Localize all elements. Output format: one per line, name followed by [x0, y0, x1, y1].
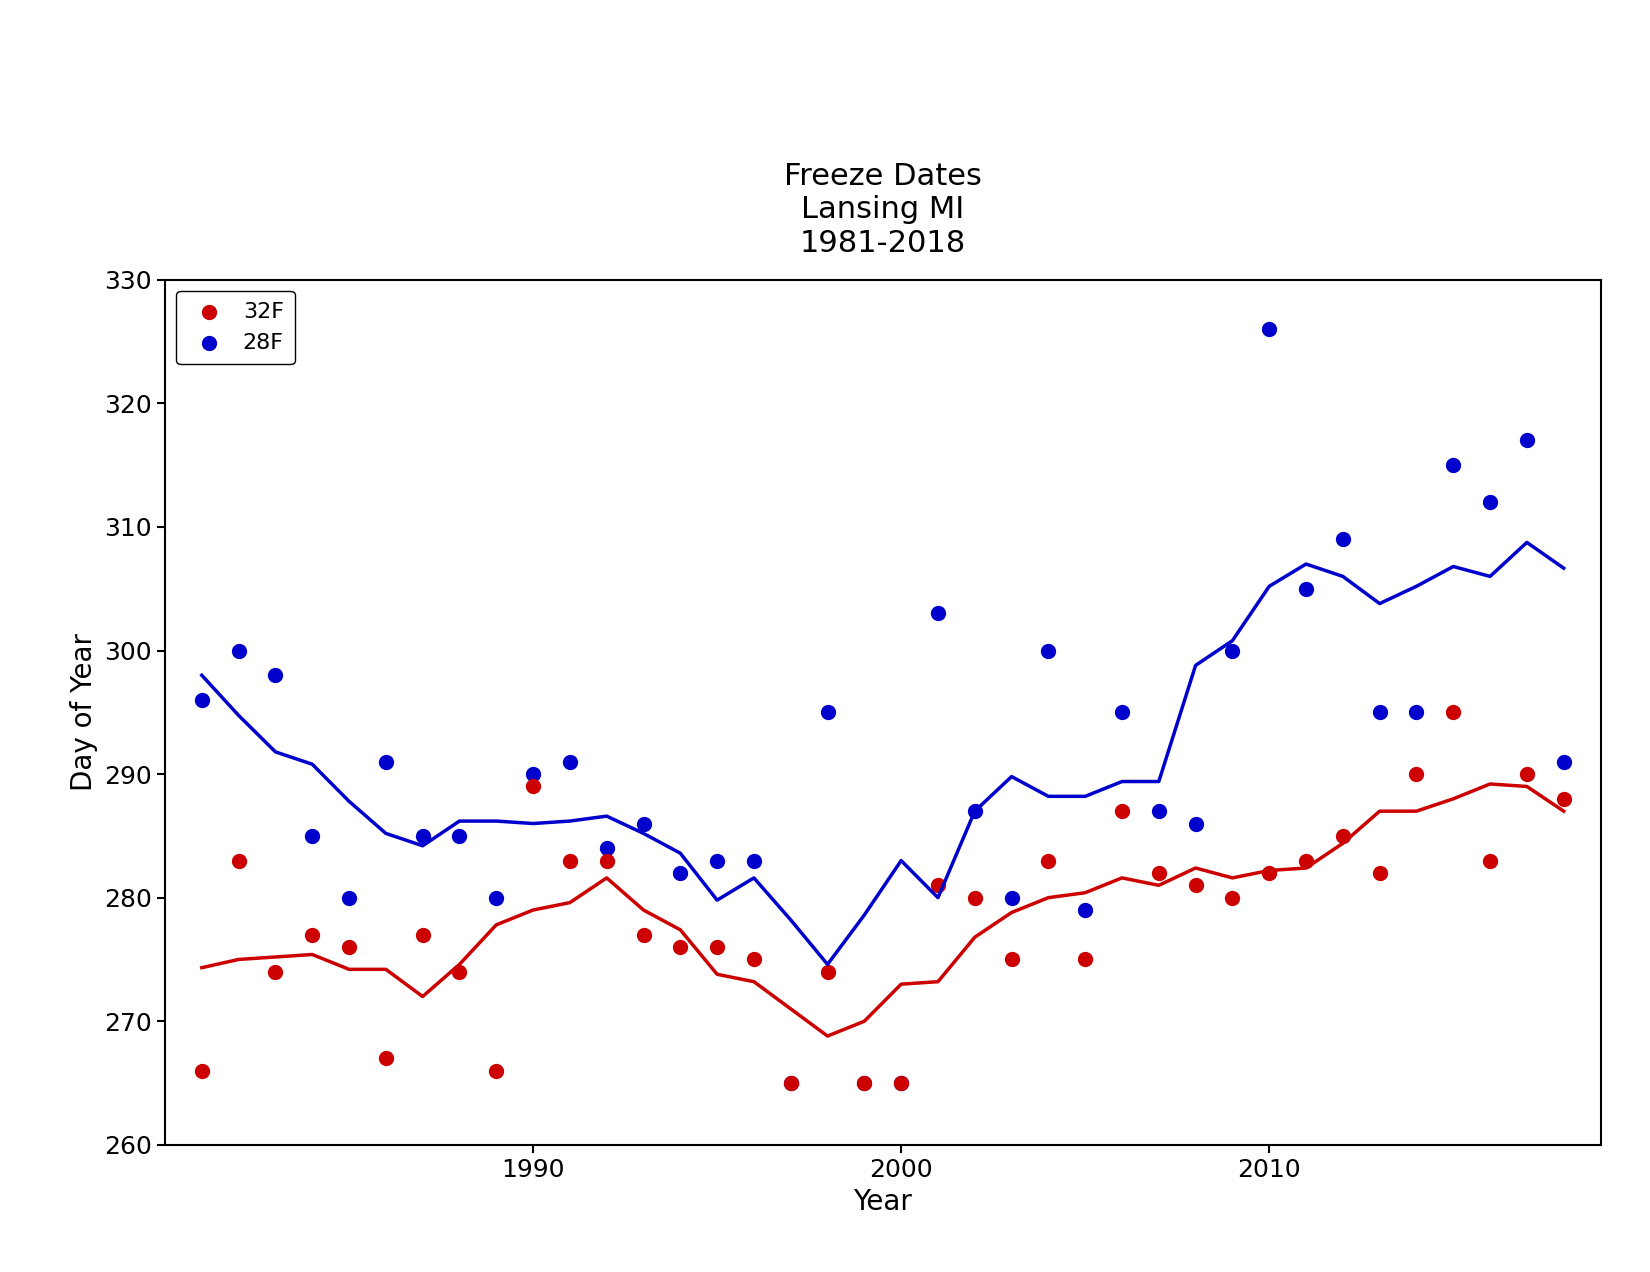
28F — [1440, 455, 1467, 476]
28F — [299, 826, 325, 846]
32F — [741, 949, 767, 969]
28F — [483, 888, 510, 908]
28F — [373, 752, 399, 772]
32F — [373, 1048, 399, 1068]
32F — [188, 1061, 214, 1081]
32F — [1477, 851, 1503, 871]
32F — [226, 851, 252, 871]
28F — [1109, 702, 1135, 722]
32F — [777, 1072, 804, 1093]
32F — [1294, 851, 1320, 871]
32F — [998, 949, 1025, 969]
28F — [262, 665, 289, 686]
28F — [188, 689, 214, 710]
X-axis label: Year: Year — [853, 1188, 912, 1216]
32F — [556, 851, 582, 871]
28F — [705, 851, 731, 871]
28F — [962, 801, 988, 822]
28F — [1256, 319, 1282, 340]
28F — [1513, 430, 1539, 450]
28F — [851, 1072, 878, 1093]
28F — [446, 826, 472, 846]
28F — [888, 1072, 914, 1093]
32F — [1330, 826, 1356, 846]
28F — [667, 862, 693, 883]
28F — [520, 764, 546, 785]
32F — [1035, 851, 1061, 871]
32F — [337, 937, 363, 958]
28F — [594, 838, 620, 859]
28F — [409, 826, 436, 846]
28F — [226, 640, 252, 660]
32F — [924, 875, 950, 895]
32F — [851, 1072, 878, 1093]
28F — [998, 888, 1025, 908]
28F — [1402, 702, 1429, 722]
28F — [1145, 801, 1172, 822]
28F — [1072, 899, 1099, 920]
32F — [888, 1072, 914, 1093]
32F — [630, 925, 657, 945]
32F — [409, 925, 436, 945]
28F — [556, 752, 582, 772]
Legend: 32F, 28F: 32F, 28F — [177, 291, 295, 364]
28F — [1035, 640, 1061, 660]
32F — [1109, 801, 1135, 822]
32F — [1551, 789, 1577, 809]
32F — [1440, 702, 1467, 722]
32F — [1219, 888, 1246, 908]
Title: Freeze Dates
Lansing MI
1981-2018: Freeze Dates Lansing MI 1981-2018 — [784, 162, 982, 258]
Y-axis label: Day of Year: Day of Year — [71, 633, 99, 791]
32F — [1402, 764, 1429, 785]
32F — [705, 937, 731, 958]
28F — [1294, 579, 1320, 599]
32F — [1256, 862, 1282, 883]
32F — [594, 851, 620, 871]
28F — [1551, 752, 1577, 772]
28F — [1183, 813, 1209, 833]
32F — [1513, 764, 1539, 785]
28F — [1366, 702, 1393, 722]
28F — [630, 813, 657, 833]
32F — [962, 888, 988, 908]
32F — [815, 962, 842, 982]
32F — [1145, 862, 1172, 883]
28F — [777, 1072, 804, 1093]
28F — [337, 888, 363, 908]
28F — [815, 702, 842, 722]
32F — [520, 776, 546, 796]
28F — [1330, 529, 1356, 550]
32F — [483, 1061, 510, 1081]
32F — [667, 937, 693, 958]
28F — [741, 851, 767, 871]
32F — [1366, 862, 1393, 883]
32F — [1183, 875, 1209, 895]
28F — [1219, 640, 1246, 660]
32F — [262, 962, 289, 982]
32F — [1072, 949, 1099, 969]
28F — [1477, 492, 1503, 513]
32F — [299, 925, 325, 945]
28F — [924, 603, 950, 623]
32F — [446, 962, 472, 982]
